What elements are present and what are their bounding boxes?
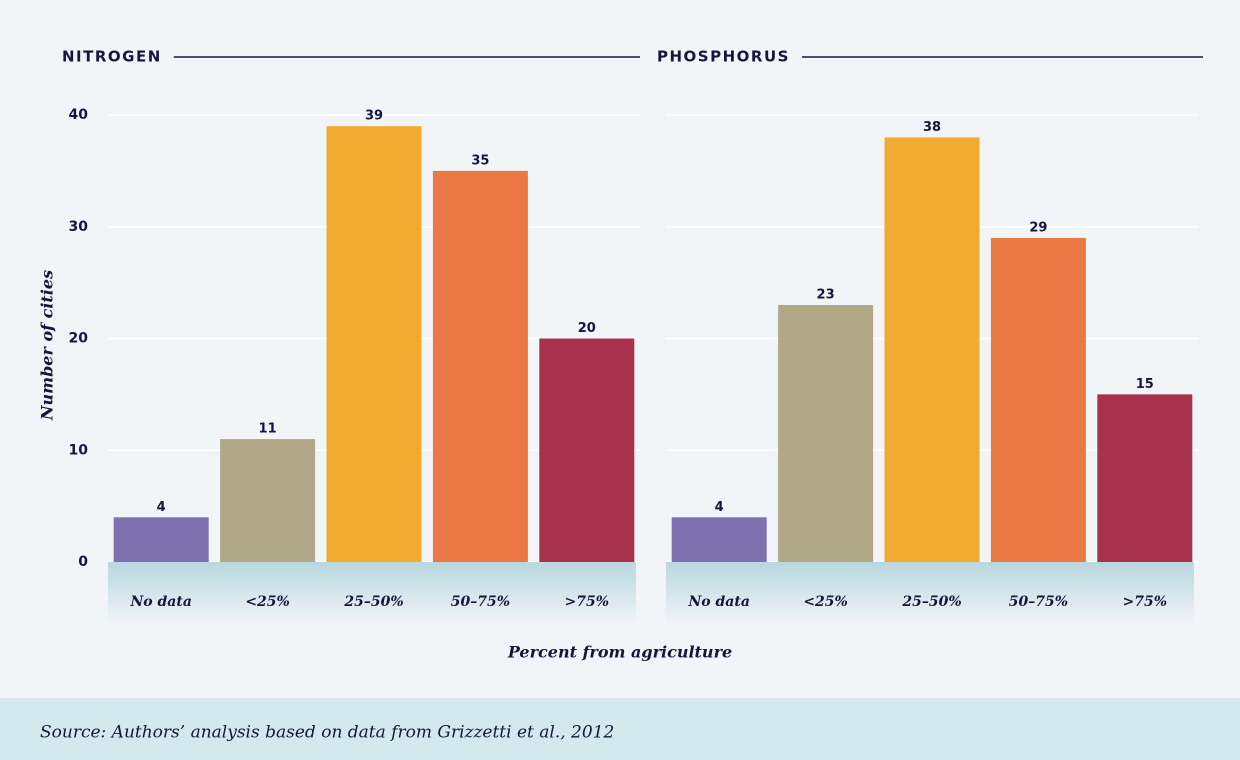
x-tick-label: No data	[687, 594, 749, 610]
y-tick-label: 40	[69, 107, 89, 123]
value-label: 11	[259, 422, 277, 437]
value-label: 29	[1029, 220, 1047, 235]
x-tick-label: <25%	[803, 594, 848, 610]
value-label: 4	[715, 500, 724, 515]
y-tick-label: 30	[69, 219, 89, 235]
x-tick-label: <25%	[245, 594, 290, 610]
source: Source: Authors’ analysis based on data …	[40, 723, 614, 743]
x-tick-label: 25–50%	[343, 594, 403, 610]
bar	[539, 338, 635, 562]
bar	[990, 237, 1086, 563]
value-label: 35	[471, 153, 489, 168]
category-band	[666, 562, 1194, 626]
x-tick-label: 50–75%	[451, 594, 510, 610]
y-axis-label: Number of cities	[38, 270, 57, 421]
value-label: 39	[365, 109, 383, 124]
bar	[884, 137, 980, 562]
x-tick-label: 25–50%	[901, 594, 961, 610]
x-tick-label: >75%	[1123, 594, 1168, 610]
bar	[432, 170, 528, 562]
x-tick-label: >75%	[565, 594, 610, 610]
y-tick-label: 20	[69, 331, 89, 347]
bar	[220, 439, 316, 562]
y-tick-label: 10	[69, 442, 89, 458]
bar	[1097, 394, 1193, 562]
value-label: 23	[817, 287, 835, 302]
value-label: 38	[923, 120, 941, 135]
y-tick-label: 0	[78, 554, 88, 570]
x-axis-label: Percent from agriculture	[507, 643, 732, 662]
bar	[778, 304, 874, 562]
category-band	[108, 562, 636, 626]
panel-title: PHOSPHORUS	[657, 48, 790, 66]
bar	[671, 517, 767, 562]
panel-title: NITROGEN	[62, 48, 162, 66]
x-tick-label: 50–75%	[1009, 594, 1068, 610]
bar	[113, 517, 209, 562]
footer	[0, 698, 1240, 760]
value-label: 20	[578, 321, 596, 336]
value-label: 15	[1136, 377, 1154, 392]
x-tick-label: No data	[129, 594, 191, 610]
value-label: 4	[157, 500, 166, 515]
bar	[326, 126, 422, 563]
